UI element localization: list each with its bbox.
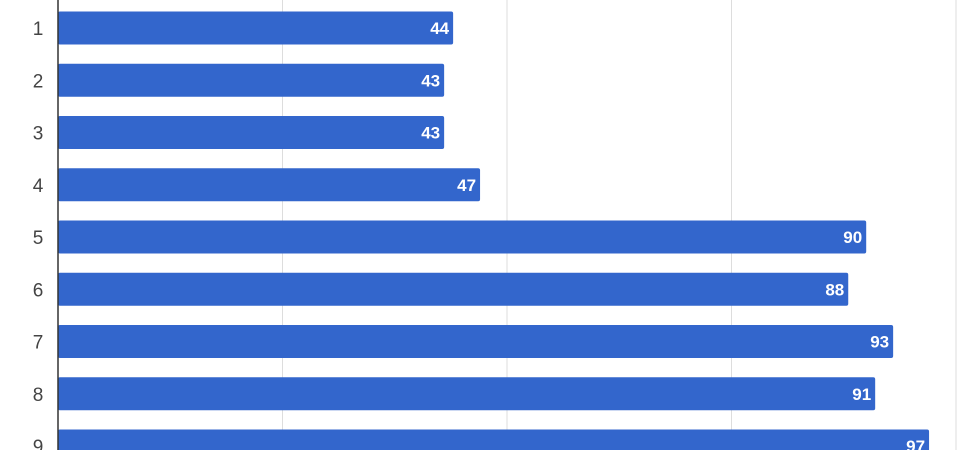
category-label: 3 xyxy=(33,124,44,145)
bar xyxy=(58,168,481,202)
data-label: 93 xyxy=(870,333,889,352)
category-label: 9 xyxy=(33,437,44,450)
category-label: 8 xyxy=(33,385,44,406)
bar xyxy=(58,429,930,450)
data-label: 47 xyxy=(457,176,476,195)
data-label: 88 xyxy=(825,280,844,299)
bar xyxy=(58,220,867,254)
bar xyxy=(58,377,876,411)
category-label: 1 xyxy=(33,19,44,40)
bar xyxy=(58,11,454,45)
data-label: 97 xyxy=(906,437,925,450)
bar xyxy=(58,63,445,97)
category-label: 7 xyxy=(33,333,44,354)
category-label: 5 xyxy=(33,228,44,249)
category-label: 2 xyxy=(33,71,44,92)
data-label: 43 xyxy=(421,124,440,143)
category-label: 6 xyxy=(33,280,44,301)
bar xyxy=(58,272,849,306)
data-label: 90 xyxy=(843,228,862,247)
category-label: 4 xyxy=(33,176,44,197)
bar xyxy=(58,116,445,149)
bar xyxy=(58,325,894,358)
data-label: 43 xyxy=(421,71,440,90)
data-label: 44 xyxy=(430,19,449,38)
data-label: 91 xyxy=(852,385,871,404)
